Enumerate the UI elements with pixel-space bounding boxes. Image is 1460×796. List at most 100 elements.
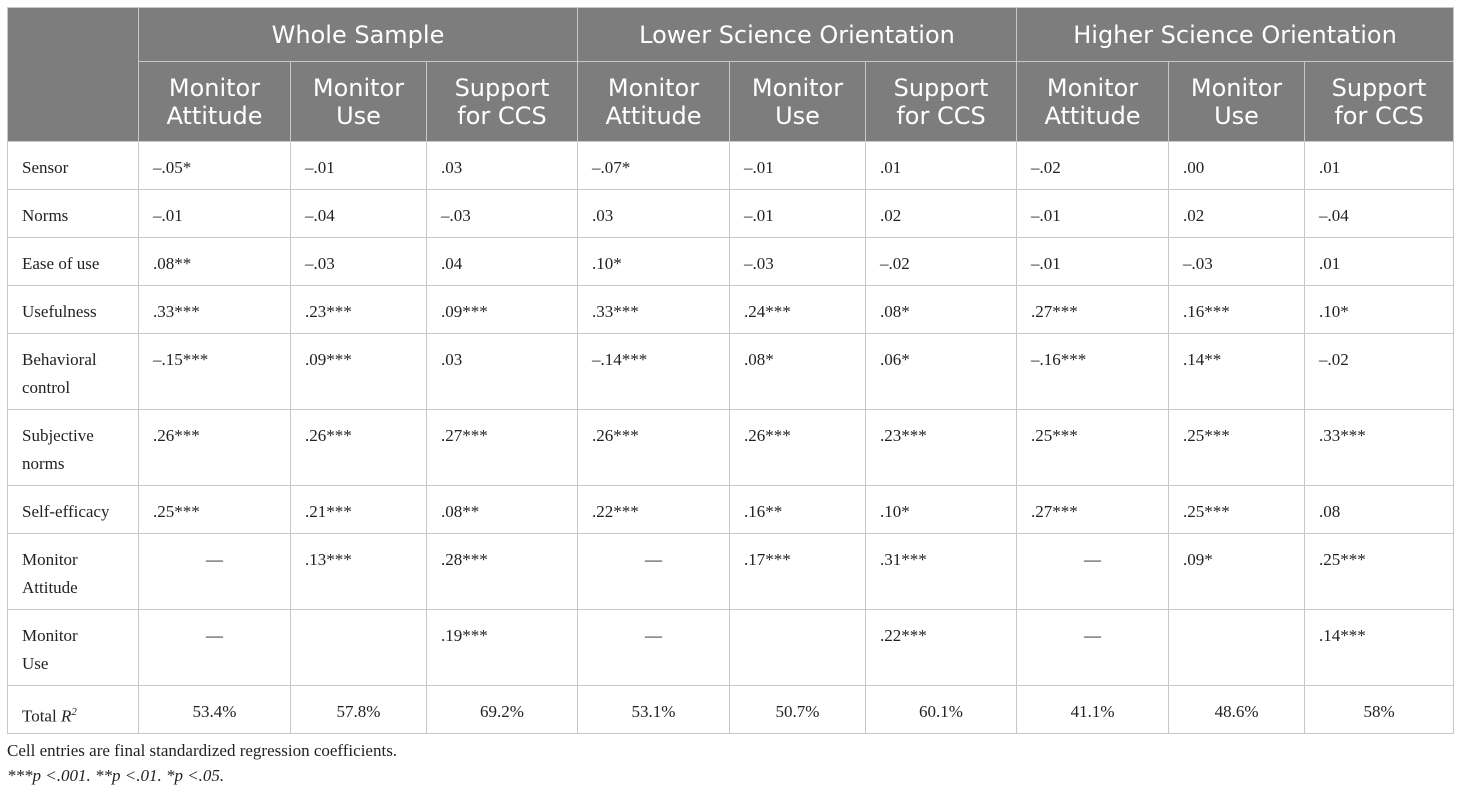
corner-cell xyxy=(7,7,139,142)
coefficient-cell: .25*** xyxy=(1304,533,1455,610)
coefficient-cell: .03 xyxy=(426,141,578,190)
coefficient-cell: .10* xyxy=(577,237,730,286)
column-header: Support for CCS xyxy=(426,61,578,142)
coefficient-cell: .09*** xyxy=(290,333,427,410)
row-label-line: norms xyxy=(22,454,65,473)
column-header-line: Attitude xyxy=(166,101,263,130)
column-header-line: Use xyxy=(336,101,381,130)
coefficient-cell: –.02 xyxy=(864,237,1018,286)
row-label-line: Subjective xyxy=(22,426,94,445)
coefficient-cell: .27*** xyxy=(1016,285,1170,334)
coefficient-cell: .14** xyxy=(1168,333,1306,410)
table-row: Subjective norms .26*** .26*** .27*** .26***.… xyxy=(7,409,1455,486)
row-label-line: control xyxy=(22,378,71,397)
table-row: Ease of use .08** –.03.04.10* –.03 –.02 –.01–… xyxy=(7,237,1455,286)
note-definition: Cell entries are final standardized regr… xyxy=(7,741,398,760)
column-header: Support for CCS xyxy=(864,61,1018,142)
coefficient-cell: .25*** xyxy=(1168,409,1306,486)
coefficient-cell: .23*** xyxy=(290,285,427,334)
coefficient-cell: .33*** xyxy=(1304,409,1455,486)
coefficient-cell: .26*** xyxy=(138,409,291,486)
coefficient-cell: .01 xyxy=(1304,141,1455,190)
coefficient-cell: –.01 xyxy=(1016,189,1170,238)
row-label: Self-efficacy xyxy=(7,485,139,534)
row-label: Norms xyxy=(7,189,139,238)
row-label-line: Sensor xyxy=(22,158,69,177)
coefficient-cell: .14*** xyxy=(1304,609,1455,686)
coefficient-cell: .28*** xyxy=(426,533,578,610)
coefficient-cell: — xyxy=(577,609,730,686)
total-r2-cell: 60.1% xyxy=(864,685,1018,734)
row-label-line: Monitor xyxy=(22,550,78,569)
coefficient-cell: .26*** xyxy=(729,409,866,486)
row-label: Monitor Use xyxy=(7,609,139,686)
coefficient-cell: –.01 xyxy=(729,141,866,190)
coefficient-cell: –.04 xyxy=(1304,189,1455,238)
coefficient-cell xyxy=(729,609,866,686)
total-label-text: Total xyxy=(22,706,61,726)
coefficient-cell: .02 xyxy=(864,189,1018,238)
coefficient-cell: — xyxy=(577,533,730,610)
total-r2-label: Total R2 xyxy=(7,685,139,734)
coefficient-cell: –.14*** xyxy=(577,333,730,410)
group-header-whole-sample: Whole Sample xyxy=(138,7,578,62)
row-label-line: Self-efficacy xyxy=(22,502,110,521)
total-r2-cell: 69.2% xyxy=(426,685,578,734)
column-header: Monitor Use xyxy=(729,61,866,142)
column-header: Monitor Attitude xyxy=(577,61,730,142)
coefficient-cell: .26*** xyxy=(577,409,730,486)
coefficient-cell: .21*** xyxy=(290,485,427,534)
table-row: Behavioral control –.15*** .09*** .03 –.14***… xyxy=(7,333,1455,410)
coefficient-cell: — xyxy=(138,609,291,686)
coefficient-cell: .23*** xyxy=(864,409,1018,486)
coefficient-cell: –.02 xyxy=(1304,333,1455,410)
coefficient-cell: –.16*** xyxy=(1016,333,1170,410)
table-header: Whole Sample Lower Science Orientation H… xyxy=(7,7,1455,142)
column-header: Monitor Attitude xyxy=(1016,61,1170,142)
coefficient-cell: –.01 xyxy=(729,189,866,238)
table-body: Sensor –.05* –.01.03 –.07* –.01.01 –.02.00.01… xyxy=(7,141,1455,734)
coefficient-cell: .01 xyxy=(864,141,1018,190)
coefficient-cell: .08* xyxy=(729,333,866,410)
coefficient-cell: — xyxy=(1016,533,1170,610)
column-header: Monitor Attitude xyxy=(138,61,291,142)
coefficient-cell: –.01 xyxy=(290,141,427,190)
column-header-line: Use xyxy=(1214,101,1259,130)
column-header-line: Support xyxy=(454,73,550,102)
coefficient-cell: .17*** xyxy=(729,533,866,610)
row-label: Sensor xyxy=(7,141,139,190)
column-header-line: for CCS xyxy=(457,101,547,130)
column-header-line: for CCS xyxy=(896,101,986,130)
column-header-line: Use xyxy=(775,101,820,130)
coefficient-cell: .31*** xyxy=(864,533,1018,610)
table-row: Usefulness .33*** .23*** .09*** .33*** .24***… xyxy=(7,285,1455,334)
coefficient-cell: –.03 xyxy=(729,237,866,286)
coefficient-cell: .25*** xyxy=(138,485,291,534)
coefficient-cell: .13*** xyxy=(290,533,427,610)
coefficient-cell: –.07* xyxy=(577,141,730,190)
coefficient-cell: .25*** xyxy=(1016,409,1170,486)
group-header-row: Whole Sample Lower Science Orientation H… xyxy=(7,7,1455,142)
coefficient-cell: .06* xyxy=(864,333,1018,410)
coefficient-cell: .25*** xyxy=(1168,485,1306,534)
coefficient-cell: –.03 xyxy=(426,189,578,238)
total-r2-cell: 41.1% xyxy=(1016,685,1170,734)
table-notes: Cell entries are final standardized regr… xyxy=(7,738,1453,788)
total-r2-cell: 57.8% xyxy=(290,685,427,734)
total-r2-cell: 48.6% xyxy=(1168,685,1306,734)
column-header-line: Monitor xyxy=(312,73,405,102)
coefficient-cell: .16*** xyxy=(1168,285,1306,334)
coefficient-cell xyxy=(1168,609,1306,686)
coefficient-cell: .03 xyxy=(426,333,578,410)
table-row: Norms –.01 –.04 –.03.03 –.01.02 –.01.02 –.04 xyxy=(7,189,1455,238)
total-r2-cell: 53.1% xyxy=(577,685,730,734)
total-label-superscript: 2 xyxy=(71,706,77,718)
row-label-line: Attitude xyxy=(22,578,78,597)
group-header-higher-science: Higher Science Orientation xyxy=(1016,7,1455,62)
coefficient-cell: –.04 xyxy=(290,189,427,238)
coefficient-cell: –.03 xyxy=(1168,237,1306,286)
coefficient-cell: .22*** xyxy=(577,485,730,534)
coefficient-cell: .33*** xyxy=(577,285,730,334)
coefficient-cell: .09*** xyxy=(426,285,578,334)
coefficient-cell: .09* xyxy=(1168,533,1306,610)
